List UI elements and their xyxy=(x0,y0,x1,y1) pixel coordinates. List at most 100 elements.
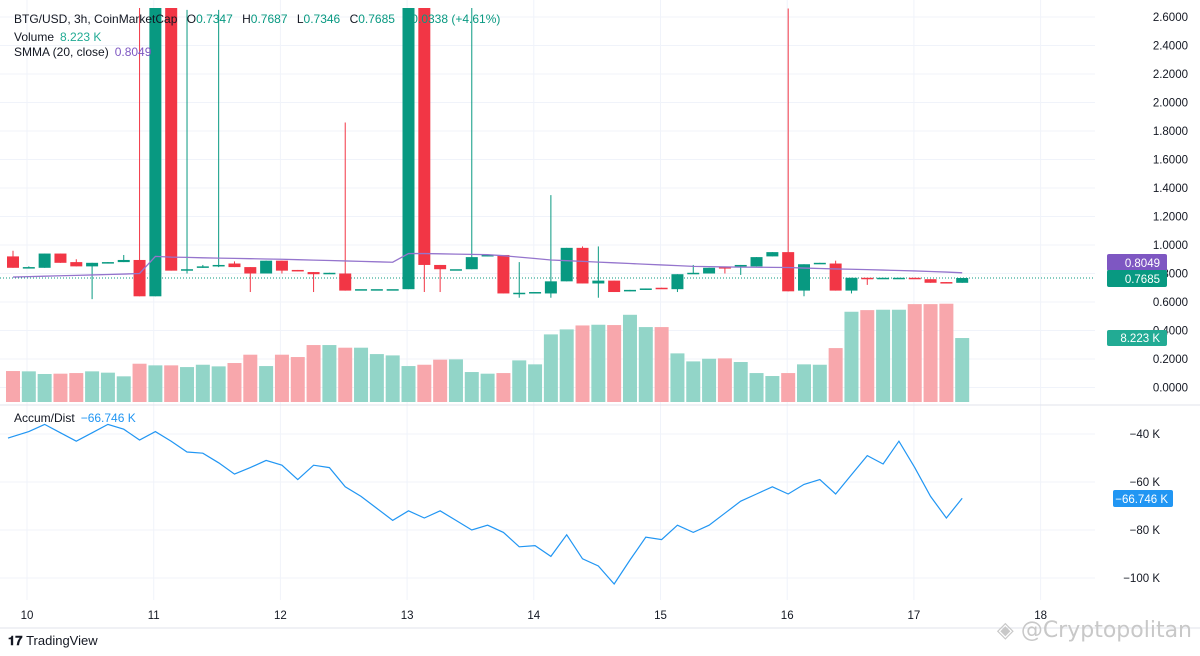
candle-body xyxy=(22,267,35,269)
candle-body xyxy=(355,289,368,291)
volume-bar xyxy=(828,348,843,402)
volume-bar xyxy=(891,309,906,402)
candle-body xyxy=(956,277,969,283)
price-tick-label: 1.8000 xyxy=(1153,126,1188,138)
high-value: 0.7687 xyxy=(250,12,288,26)
volume-bar xyxy=(53,373,68,402)
smma-line xyxy=(12,252,963,278)
volume-bar xyxy=(622,314,637,402)
volume-bar xyxy=(180,367,195,402)
candle-body xyxy=(70,262,83,267)
volume-bar xyxy=(227,363,242,402)
close-price-tag: 0.7685 xyxy=(1107,270,1167,287)
tradingview-logo[interactable]: 𝟏𝟕 TradingView xyxy=(8,633,98,649)
low-label: L xyxy=(296,12,304,26)
price-tick-label: 0.0000 xyxy=(1153,383,1188,395)
tradingview-icon: 𝟏𝟕 xyxy=(8,633,27,648)
volume-bar xyxy=(195,364,210,402)
volume-bar xyxy=(211,366,226,402)
candle-body xyxy=(260,260,273,274)
candle-body xyxy=(718,267,731,269)
volume-bar xyxy=(765,376,780,402)
price-tick-label: 2.4000 xyxy=(1153,41,1188,53)
candle-body xyxy=(623,289,636,292)
volume-bar xyxy=(85,371,100,402)
candle-body xyxy=(608,280,621,293)
svg-text:0.7685: 0.7685 xyxy=(1125,274,1160,286)
volume-bar xyxy=(955,338,970,402)
candle-body xyxy=(671,274,684,290)
candle-body xyxy=(655,287,668,290)
cryptopolitan-watermark: ◈ @Cryptopolitan xyxy=(997,618,1192,643)
time-axis[interactable]: 10 11 12 13 14 15 16 17 18 xyxy=(21,610,1047,622)
accum-dist-legend[interactable]: Accum/Dist −66.746 K xyxy=(14,411,136,425)
smma-price-tag: 0.8049 xyxy=(1107,254,1167,271)
accum-dist-axis[interactable]: −40 K −60 K −80 K −100 K xyxy=(1123,429,1160,585)
volume-bar xyxy=(37,373,52,402)
volume-bar xyxy=(654,327,669,402)
volume-bar xyxy=(907,304,922,402)
volume-bar xyxy=(702,358,717,402)
volume-bar xyxy=(607,325,622,402)
volume-bars xyxy=(6,303,970,402)
candle-body xyxy=(734,264,747,267)
candle-body xyxy=(861,277,874,280)
candle-body xyxy=(798,264,810,291)
volume-bar xyxy=(876,309,891,402)
candle-body xyxy=(449,269,462,271)
candle-body xyxy=(639,288,652,290)
candle-body xyxy=(212,264,225,267)
candle-body xyxy=(560,247,573,282)
candle-body xyxy=(544,281,557,294)
volume-bar xyxy=(480,373,495,402)
candle-body xyxy=(149,8,162,297)
price-tick-label: 2.2000 xyxy=(1153,69,1188,81)
time-tick-label: 14 xyxy=(527,610,540,622)
candle-body xyxy=(576,247,589,284)
candle-body xyxy=(370,289,383,291)
candle-body xyxy=(323,272,336,275)
candle-body xyxy=(402,8,415,290)
accum-dist-tick-label: −100 K xyxy=(1123,573,1160,585)
symbol-legend[interactable]: BTG/USD, 3h, CoinMarketCap O0.7347 H0.76… xyxy=(14,12,500,26)
candle-body xyxy=(7,256,19,268)
accum-dist-tag: −66.746 K xyxy=(1113,490,1173,507)
candle-body xyxy=(181,269,194,271)
volume-bar xyxy=(686,361,701,402)
volume-bar xyxy=(306,345,321,402)
volume-bar xyxy=(69,373,84,402)
candle-body xyxy=(339,273,352,291)
volume-bar xyxy=(116,376,131,402)
volume-bar xyxy=(290,357,305,402)
candle-body xyxy=(465,257,478,270)
volume-legend[interactable]: Volume 8.223 K xyxy=(14,30,101,44)
candle-body xyxy=(703,267,716,274)
volume-label: Volume xyxy=(14,30,55,44)
low-value: 0.7346 xyxy=(303,12,341,26)
price-axis[interactable]: 0.00000.20000.40000.60000.80001.00001.20… xyxy=(1153,12,1188,395)
volume-bar xyxy=(717,358,732,402)
volume-bar xyxy=(591,324,606,402)
volume-bar xyxy=(274,354,289,402)
smma-legend[interactable]: SMMA (20, close) 0.8049 xyxy=(14,45,151,59)
volume-bar xyxy=(401,366,416,402)
volume-bar xyxy=(543,334,558,402)
volume-bar xyxy=(385,355,400,402)
candle-body xyxy=(101,262,114,264)
price-tick-label: 1.0000 xyxy=(1153,240,1188,252)
volume-bar xyxy=(496,373,511,402)
diamond-logo-icon: ◈ xyxy=(996,618,1021,643)
price-tick-label: 0.2000 xyxy=(1153,354,1188,366)
candle-body xyxy=(133,259,146,297)
change-value: +0.0338 (+4.61%) xyxy=(404,12,501,26)
volume-bar xyxy=(6,371,20,402)
time-tick-label: 10 xyxy=(21,610,34,622)
candle-body xyxy=(829,263,842,291)
candle-body xyxy=(386,289,399,291)
time-tick-label: 15 xyxy=(654,610,667,622)
candle-body xyxy=(86,262,99,267)
candle-body xyxy=(782,252,795,292)
candle-body xyxy=(892,277,905,280)
volume-bar xyxy=(923,304,938,402)
